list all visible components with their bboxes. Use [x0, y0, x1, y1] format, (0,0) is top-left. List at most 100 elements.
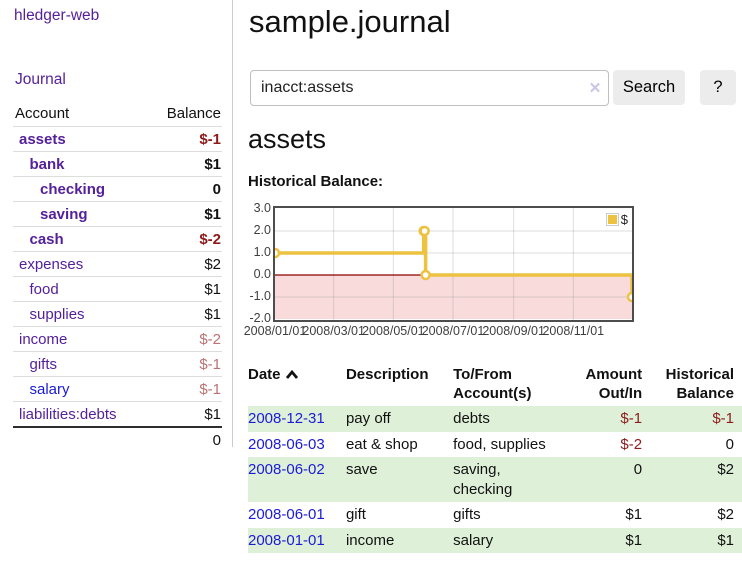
help-button[interactable]: ? [700, 70, 736, 105]
accounts-total-row: 0 [13, 426, 222, 452]
account-row: assets $-1 [13, 126, 222, 152]
transaction-balance: $1 [717, 531, 734, 549]
account-row: bank $1 [13, 151, 222, 177]
account-row: checking 0 [13, 176, 222, 202]
account-row: salary $-1 [13, 376, 222, 402]
accounts-table: Account Balance assets $-1 bank $1 checking 0… [13, 101, 222, 452]
y-axis-tick-label: 2.0 [253, 223, 271, 237]
transaction-balance: $2 [717, 506, 734, 523]
chart-plot-area: $ [273, 206, 634, 322]
sort-asc-icon [285, 369, 298, 379]
account-link[interactable]: liabilities:debts [19, 405, 117, 423]
transaction-description: eat & shop [345, 435, 418, 453]
historical-balance-chart: $ 3.0 2.0 1.0 0.0 -1.0 -2.0 2008/01/01 2008/03/… [244, 201, 686, 347]
y-axis-tick-label: 3.0 [253, 201, 271, 215]
account-link[interactable]: salary [29, 380, 70, 398]
account-row: income $-2 [13, 326, 222, 352]
transaction-description: gift [345, 506, 366, 523]
accounts-total-value: 0 [147, 426, 222, 452]
account-balance: $1 [147, 276, 222, 302]
register-row: 2008-12-31 pay off debts $-1 $-1 [248, 406, 742, 432]
account-link[interactable]: cash [29, 230, 64, 248]
sidebar: hledger-web Journal Account Balance asse… [0, 0, 233, 452]
accounts-header-balance: Balance [147, 101, 222, 127]
x-axis-tick-label: 2008/05/01 [362, 324, 425, 338]
account-row: saving $1 [13, 201, 222, 227]
register-row: 2008-01-01 income salary $1 $1 [248, 527, 742, 553]
accounts-header-account: Account [13, 101, 148, 127]
account-link[interactable]: income [19, 330, 68, 348]
account-balance: $-2 [147, 326, 222, 352]
chart-label: Historical Balance: [248, 173, 384, 190]
transaction-accounts: saving, checking [453, 461, 513, 498]
register-row: 2008-06-01 gift gifts $1 $2 [248, 502, 742, 528]
y-axis-tick-label: 0.0 [253, 267, 271, 281]
transaction-accounts: gifts [453, 506, 481, 523]
account-row: food $1 [13, 276, 222, 302]
account-balance: 0 [147, 176, 222, 202]
transaction-description: save [345, 461, 378, 478]
y-axis-tick-label: -2.0 [249, 311, 271, 325]
register-header-tofrom: To/From Account(s) [453, 366, 532, 402]
account-balance: $-1 [147, 351, 222, 377]
x-axis-tick-label: 2008/07/01 [421, 324, 485, 338]
transaction-date-link[interactable]: 2008-01-01 [248, 531, 325, 549]
transaction-balance: $-1 [712, 410, 734, 427]
account-link[interactable]: checking [40, 180, 106, 198]
x-axis-tick-label: 2008/03/01 [302, 324, 365, 338]
transaction-amount: $1 [625, 531, 643, 549]
account-link[interactable]: supplies [29, 305, 85, 323]
account-balance: $-1 [147, 126, 222, 152]
account-balance: $1 [147, 401, 222, 428]
account-link[interactable]: food [29, 280, 59, 298]
sidebar-item-journal[interactable]: Journal [15, 71, 66, 88]
chart-canvas [275, 208, 632, 320]
app-title-link[interactable]: hledger-web [14, 7, 100, 24]
transaction-amount: $-2 [620, 435, 643, 453]
y-axis-tick-label: 1.0 [253, 245, 271, 259]
transaction-balance: $2 [717, 461, 734, 478]
clear-search-icon[interactable]: ✕ [588, 80, 602, 97]
account-row: expenses $2 [13, 251, 222, 277]
transaction-accounts: debts [453, 410, 490, 427]
account-balance: $-1 [147, 376, 222, 402]
account-balance: $1 [147, 151, 222, 177]
account-row: liabilities:debts $1 [13, 401, 222, 428]
register-header-row: Date Description To/From Account(s) Amou… [248, 362, 742, 406]
account-heading: assets [248, 124, 327, 154]
account-balance: $2 [147, 251, 222, 277]
register-table: Date Description To/From Account(s) Amou… [248, 362, 742, 553]
transaction-date-link[interactable]: 2008-06-02 [248, 461, 325, 478]
page-title: sample.journal [249, 4, 451, 39]
legend-label: $ [620, 212, 628, 227]
transaction-date-link[interactable]: 2008-12-31 [248, 410, 325, 427]
register-header-date[interactable]: Date [248, 362, 346, 406]
transaction-accounts: salary [453, 531, 494, 549]
transaction-balance: 0 [725, 435, 734, 453]
account-link[interactable]: saving [40, 205, 88, 223]
register-header-amount: Amount Out/In [585, 366, 643, 402]
account-row: supplies $1 [13, 301, 222, 327]
transaction-accounts: food, supplies [453, 435, 546, 453]
account-link[interactable]: bank [29, 155, 65, 173]
register-header-description: Description [345, 366, 429, 383]
transaction-description: pay off [345, 410, 391, 427]
account-balance: $1 [147, 201, 222, 227]
x-axis-tick-label: 2008/11/01 [542, 324, 605, 338]
transaction-amount: $1 [625, 506, 643, 523]
x-axis-tick-label: 2008/01/01 [243, 324, 307, 338]
account-link[interactable]: gifts [29, 355, 58, 373]
account-link[interactable]: assets [19, 130, 66, 148]
account-balance: $-2 [147, 226, 222, 252]
register-row: 2008-06-03 eat & shop food, supplies $-2 0 [248, 432, 742, 458]
account-row: gifts $-1 [13, 351, 222, 377]
search-button[interactable]: Search [613, 70, 685, 105]
transaction-date-link[interactable]: 2008-06-01 [248, 506, 325, 523]
chart-legend: $ [604, 211, 629, 228]
search-input[interactable] [250, 70, 609, 106]
register-header-balance: Historical Balance [665, 366, 734, 402]
account-row: cash $-2 [13, 226, 222, 252]
y-axis-tick-label: -1.0 [249, 289, 271, 303]
transaction-date-link[interactable]: 2008-06-03 [248, 435, 325, 453]
account-link[interactable]: expenses [19, 255, 84, 273]
